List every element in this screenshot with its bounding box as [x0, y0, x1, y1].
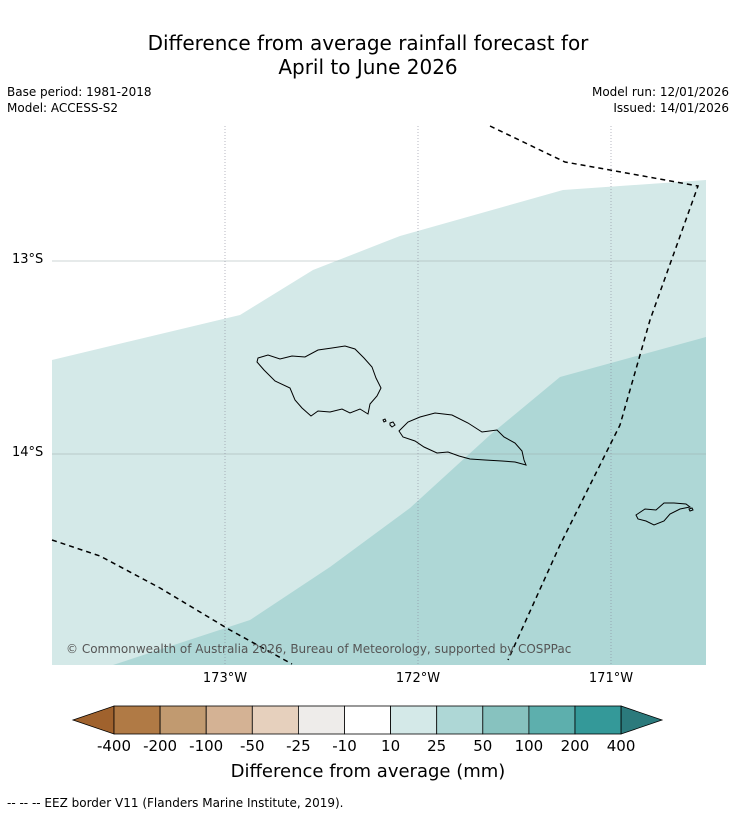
colorbar-box-5	[297, 705, 345, 735]
region-25-to-50	[113, 337, 706, 665]
colorbar-box-1	[113, 705, 161, 735]
colorbar-tick-2: -200	[143, 737, 178, 755]
model-text: Model: ACCESS-S2	[7, 101, 119, 115]
colorbar-box-10	[528, 705, 576, 735]
eez-footnote: -- -- -- EEZ border V11 (Flanders Marine…	[7, 796, 344, 810]
colorbar-tick-11: 200	[560, 737, 590, 755]
issued-text: Issued: 14/01/2026	[613, 101, 729, 115]
savaii-island	[256, 345, 382, 417]
eez-border-southwest	[51, 539, 293, 665]
colorbar-box-2	[159, 705, 207, 735]
lat-label-13s: 13°S	[12, 252, 44, 267]
colorbar-tick-10: 100	[514, 737, 544, 755]
colorbar-box-4	[251, 705, 299, 735]
upolu-island	[398, 412, 527, 466]
colorbar-tick-8: 25	[427, 737, 447, 755]
colorbar-title: Difference from average (mm)	[230, 761, 506, 782]
colorbar-arrow-low	[71, 705, 115, 735]
colorbar-box-3	[205, 705, 253, 735]
colorbar-tick-12: 400	[606, 737, 636, 755]
colorbar	[71, 705, 664, 735]
colorbar-tick-4: -50	[240, 737, 265, 755]
title-line-1: Difference from average rainfall forecas…	[147, 31, 589, 55]
lat-label-14s: 14°S	[12, 445, 44, 460]
colorbar-box-8	[436, 705, 484, 735]
colorbar-arrow-high	[620, 705, 664, 735]
colorbar-tick-3: -100	[189, 737, 224, 755]
tutuila-island	[635, 502, 692, 526]
colorbar-tick-1: -400	[96, 737, 132, 755]
colorbar-tick-7: 10	[381, 737, 401, 755]
colorbar-box-9	[482, 705, 530, 735]
lon-label-172w: 172°W	[395, 671, 441, 686]
lon-label-173w: 173°W	[202, 671, 248, 686]
colorbar-box-11	[574, 705, 622, 735]
manono-island	[389, 421, 396, 428]
title-line-2: April to June 2026	[278, 55, 458, 79]
aunuu-island	[688, 507, 694, 512]
model-run-text: Model run: 12/01/2026	[591, 85, 729, 99]
colorbar-box-7	[390, 705, 438, 735]
colorbar-tick-6: -10	[332, 737, 357, 755]
lon-label-171w: 171°W	[588, 671, 634, 686]
eez-border-north	[489, 125, 700, 661]
copyright-text: © Commonwealth of Australia 2026, Bureau…	[66, 642, 572, 656]
apolima-island	[382, 418, 387, 423]
colorbar-box-6	[344, 705, 391, 735]
colorbar-tick-9: 50	[473, 737, 493, 755]
base-period-text: Base period: 1981-2018	[7, 85, 152, 99]
colorbar-tick-5: -25	[286, 737, 311, 755]
